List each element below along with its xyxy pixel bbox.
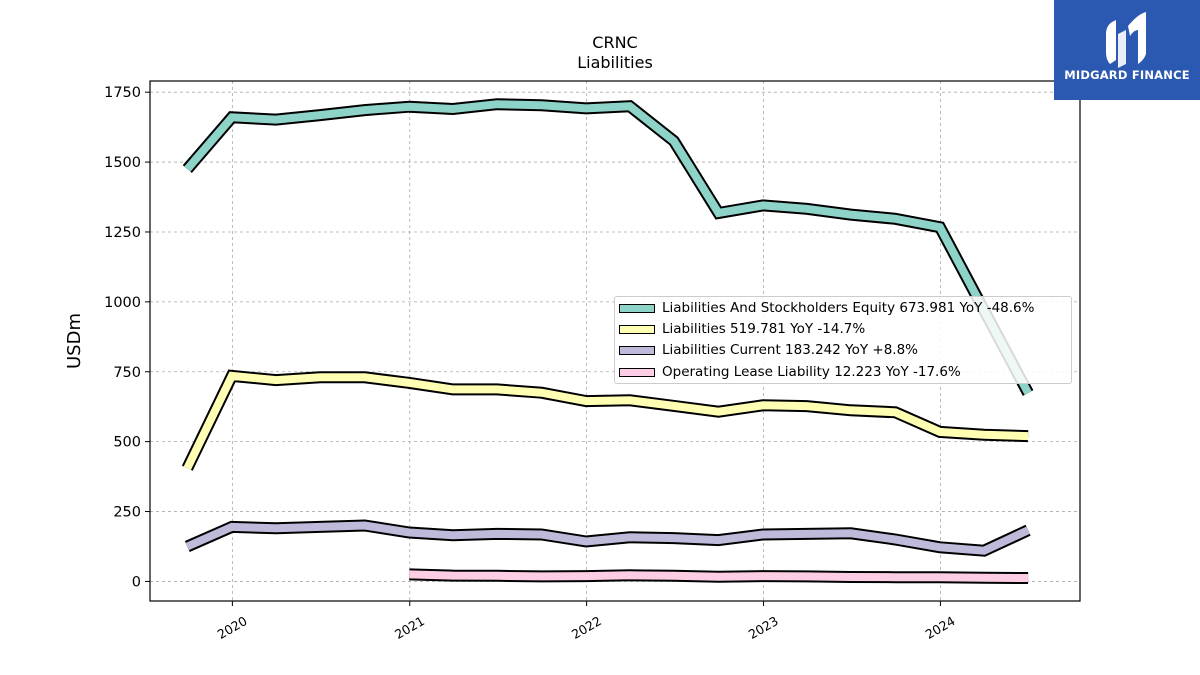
legend-label: Liabilities 519.781 YoY -14.7% [662, 321, 866, 337]
plot-frame [149, 80, 1081, 602]
legend-swatch [619, 368, 655, 377]
legend-swatch [619, 325, 655, 334]
y-axis-label: USDm [64, 313, 85, 369]
y-tick-label: 0 [132, 574, 141, 590]
chart-legend: Liabilities And Stockholders Equity 673.… [614, 296, 1072, 384]
series-line [409, 570, 1029, 582]
x-tick-label: 2023 [746, 613, 781, 642]
x-axis: 2020 2021 2022 2023 2024 [215, 601, 958, 642]
y-axis: 0 250 500 750 1000 1250 1500 1750 [104, 85, 150, 590]
legend-label: Liabilities And Stockholders Equity 673.… [662, 300, 1035, 316]
series-outline [181, 369, 1029, 471]
chart-title: CRNC [592, 33, 638, 52]
y-tick-label: 250 [113, 505, 141, 521]
series-line [184, 100, 1032, 395]
y-tick-label: 750 [113, 365, 141, 381]
y-tick-label: 1750 [104, 85, 141, 101]
y-tick-label: 1250 [104, 225, 141, 241]
legend-label: Operating Lease Liability 12.223 YoY -17… [662, 364, 961, 380]
x-tick-label: 2020 [215, 613, 250, 642]
y-tick-label: 500 [113, 435, 141, 451]
x-tick-label: 2024 [923, 613, 958, 642]
chart-subtitle: Liabilities [577, 53, 653, 72]
legend-swatch [619, 346, 655, 355]
series-line [183, 371, 1029, 470]
brand-name: MIDGARD FINANCE [1064, 68, 1190, 82]
legend-label: Liabilities Current 183.242 YoY +8.8% [662, 342, 919, 358]
brand-logo: MIDGARD FINANCE [1054, 0, 1200, 100]
legend-swatch [619, 304, 655, 313]
series-line [185, 521, 1030, 555]
x-tick-label: 2021 [392, 613, 427, 642]
x-tick-label: 2022 [569, 613, 604, 642]
series-lines [181, 98, 1034, 584]
y-tick-label: 1000 [104, 295, 141, 311]
logo-mark-icon [1106, 12, 1146, 68]
y-tick-label: 1500 [104, 155, 141, 171]
